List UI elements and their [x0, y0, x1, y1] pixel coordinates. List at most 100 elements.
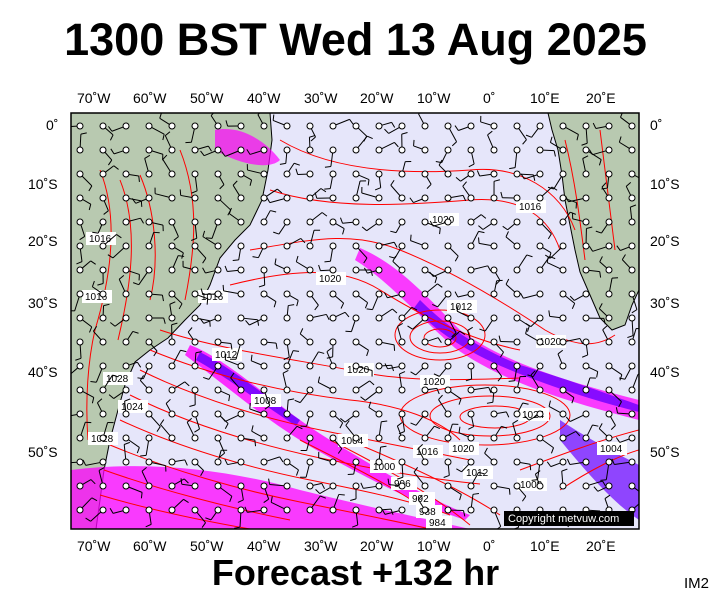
station-circle — [145, 266, 153, 274]
barb-shaft — [274, 263, 285, 270]
barb-shaft — [289, 295, 299, 301]
station-circle — [214, 266, 222, 274]
barb-shaft — [333, 494, 340, 508]
station-circle — [559, 434, 567, 442]
barb-shaft — [438, 164, 447, 173]
station-circle — [444, 314, 452, 322]
barb-flag — [272, 114, 275, 121]
station-circle — [513, 242, 521, 250]
barb-shaft — [496, 411, 507, 414]
barb-flag — [456, 468, 462, 473]
station-circle — [122, 266, 130, 274]
barb-flag — [258, 284, 265, 288]
barb-flag — [392, 308, 398, 314]
barb-shaft — [264, 488, 270, 500]
barb-flag — [98, 467, 105, 471]
barb-shaft — [286, 344, 290, 358]
barb-shaft — [358, 366, 373, 371]
barb-shaft — [472, 472, 480, 484]
barb-flag — [526, 325, 530, 332]
barb-shaft — [564, 211, 571, 220]
barb-flag — [90, 260, 96, 265]
barb-shaft — [334, 439, 343, 449]
station-circle — [605, 338, 613, 346]
barb-shaft — [243, 317, 258, 321]
station-circle — [628, 242, 636, 250]
station-circle — [99, 266, 107, 274]
barb-flag — [631, 309, 638, 314]
station-circle — [122, 482, 130, 490]
barb-shaft — [104, 151, 113, 161]
barb-shaft — [417, 448, 425, 460]
barb-shaft — [381, 308, 393, 317]
barb-flag — [273, 301, 277, 308]
barb-shaft — [197, 145, 209, 150]
barb-flag — [153, 350, 158, 357]
barb-flag — [488, 387, 492, 394]
barb-shaft — [433, 222, 446, 227]
station-circle — [76, 506, 84, 514]
station-circle — [444, 170, 452, 178]
barb-shaft — [318, 457, 331, 462]
barb-flag — [437, 337, 442, 343]
station-circle — [582, 194, 590, 202]
barb-flag — [438, 159, 443, 166]
station-circle — [76, 338, 84, 346]
barb-shaft — [531, 128, 539, 138]
station-circle — [76, 170, 84, 178]
station-circle — [99, 290, 107, 298]
station-circle — [122, 386, 130, 394]
barb-flag — [462, 181, 467, 187]
station-circle — [444, 146, 452, 154]
station-circle — [582, 290, 590, 298]
station-circle — [283, 290, 291, 298]
barb-flag — [451, 141, 457, 147]
precip-band-low-heavy — [414, 300, 639, 412]
barb-shaft — [270, 501, 285, 510]
barb-flag — [165, 131, 171, 136]
barb-flag — [178, 255, 185, 257]
barb-shaft — [532, 368, 539, 377]
barb-shaft — [565, 127, 579, 135]
barb-flag — [367, 135, 373, 140]
barb-shaft — [112, 247, 125, 259]
station-circle — [99, 146, 107, 154]
station-circle — [122, 170, 130, 178]
station-circle — [628, 290, 636, 298]
station-circle — [76, 146, 84, 154]
barb-shaft — [203, 150, 216, 157]
station-circle — [214, 434, 222, 442]
barb-shaft — [363, 485, 377, 489]
barb-flag — [97, 398, 103, 404]
station-circle — [145, 338, 153, 346]
barb-flag — [326, 347, 333, 353]
barb-flag — [300, 238, 306, 244]
barb-shaft — [265, 210, 271, 220]
barb-shaft — [358, 174, 370, 180]
barb-flag — [140, 454, 147, 457]
barb-flag — [314, 192, 318, 199]
barb-shaft — [632, 296, 638, 310]
precip-band-east — [560, 420, 639, 520]
station-circle — [76, 362, 84, 370]
station-circle — [421, 458, 429, 466]
station-circle — [444, 482, 452, 490]
barb-flag — [410, 422, 417, 426]
barb-flag — [601, 182, 607, 188]
station-circle — [490, 458, 498, 466]
barb-flag — [429, 271, 434, 277]
station-circle — [214, 314, 222, 322]
barb-flag — [337, 448, 343, 454]
barb-flag — [600, 479, 607, 481]
station-circle — [628, 146, 636, 154]
barb-shaft — [319, 487, 331, 495]
barb-flag — [593, 486, 599, 492]
barb-shaft — [585, 128, 588, 144]
station-circle — [237, 338, 245, 346]
station-circle — [559, 170, 567, 178]
station-circle — [352, 194, 360, 202]
barb-flag — [162, 154, 168, 160]
barb-flag — [524, 415, 530, 421]
barb-flag — [224, 265, 228, 272]
barb-flag — [546, 461, 552, 467]
